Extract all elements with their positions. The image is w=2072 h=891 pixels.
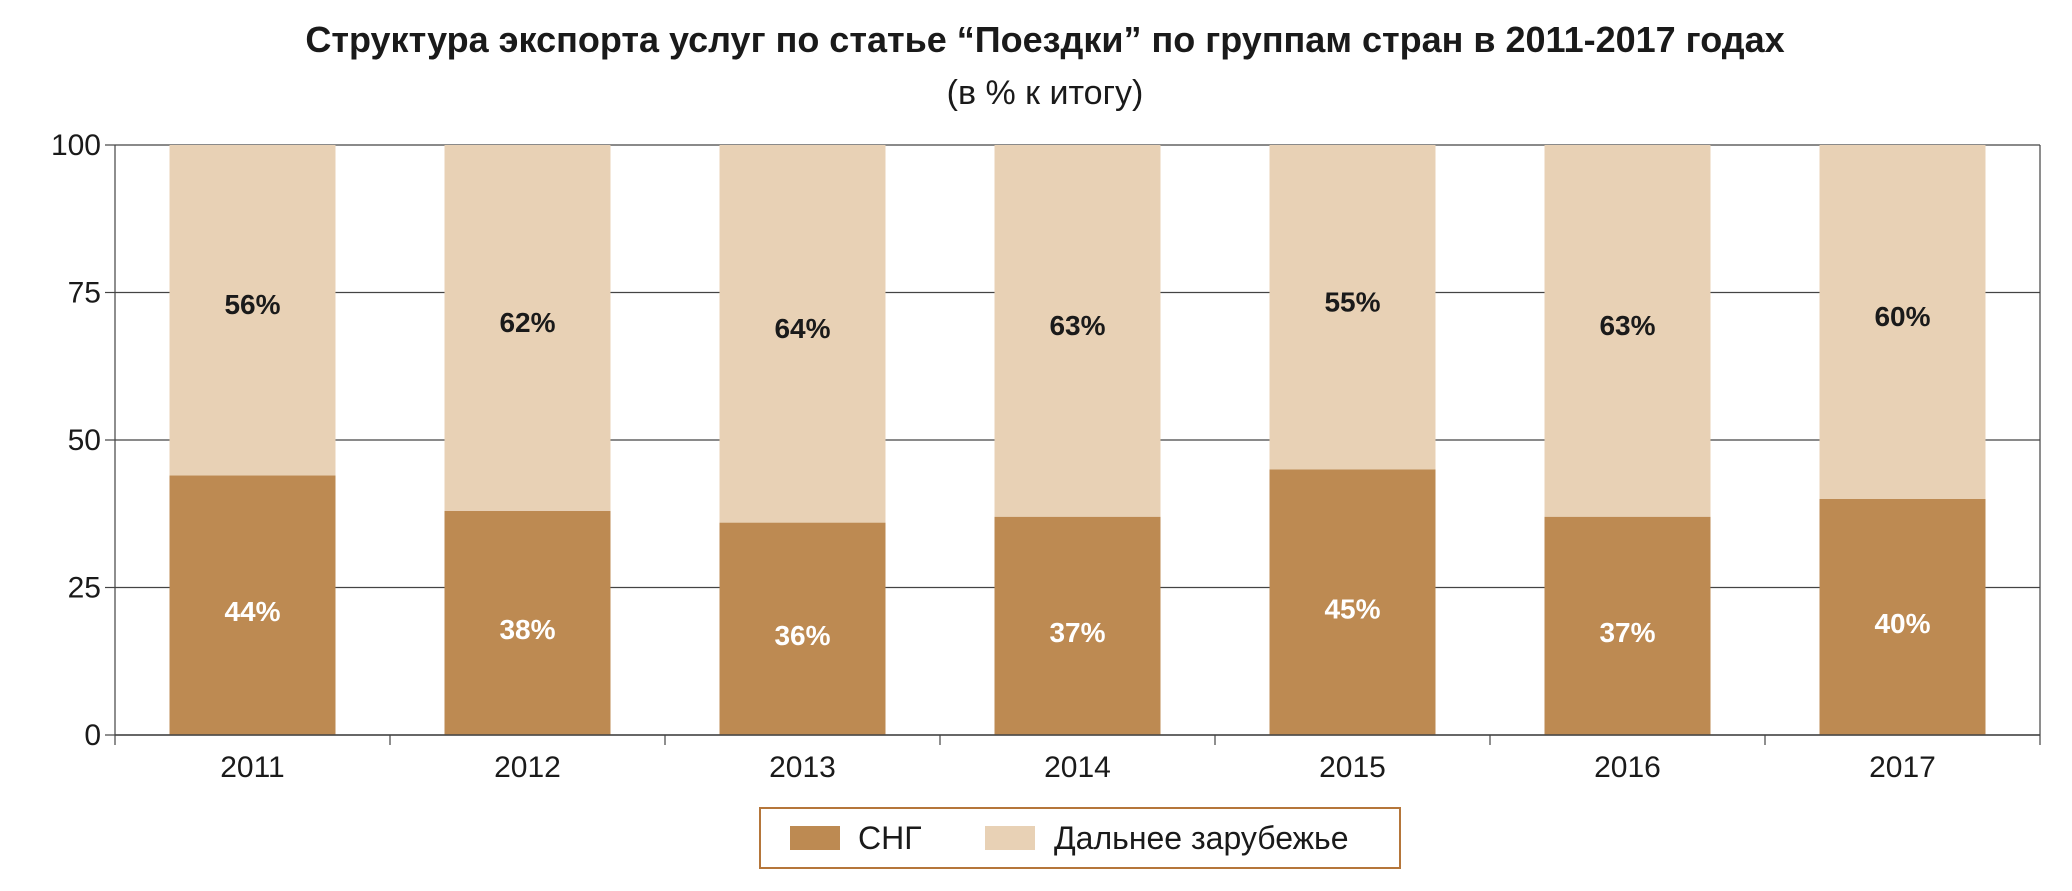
- bar-segment: [169, 145, 336, 476]
- bar-segment: [1819, 145, 1986, 499]
- bars: 44% 56% 38% 62% 36% 64% 37% 63% 45% 55% 37% 63% 40% 6…: [169, 145, 1986, 735]
- bar-segment: [719, 522, 886, 735]
- bar-segment: [1544, 145, 1711, 517]
- data-label: 36%: [774, 620, 830, 651]
- data-label: 60%: [1874, 301, 1930, 332]
- bar-segment: [444, 510, 611, 735]
- legend-label: Дальнее зарубежье: [1054, 820, 1349, 856]
- legend-swatch: [985, 826, 1035, 850]
- x-tick-label: 2013: [769, 751, 836, 784]
- data-label: 55%: [1324, 286, 1380, 317]
- bar-segment: [1269, 469, 1436, 735]
- x-tick-label: 2016: [1594, 751, 1661, 784]
- y-tick-label: 0: [84, 719, 101, 752]
- x-tick-label: 2015: [1319, 751, 1386, 784]
- y-tick-label: 75: [68, 277, 101, 310]
- data-label: 38%: [499, 614, 555, 645]
- y-tick-label: 25: [68, 572, 101, 605]
- y-tick-label: 100: [51, 129, 101, 162]
- data-label: 64%: [774, 313, 830, 344]
- data-label: 44%: [224, 596, 280, 627]
- y-tick-label: 50: [68, 424, 101, 457]
- x-tick-label: 2012: [494, 751, 561, 784]
- chart-title: Структура экспорта услуг по статье “Поез…: [305, 19, 1784, 60]
- data-label: 45%: [1324, 593, 1380, 624]
- x-axis: 2011 2012 2013 2014 2015 2016 2017: [114, 734, 2041, 784]
- data-label: 62%: [499, 307, 555, 338]
- bar-segment: [1819, 499, 1986, 735]
- x-tick-label: 2017: [1869, 751, 1936, 784]
- data-label: 63%: [1049, 310, 1105, 341]
- data-label: 63%: [1599, 310, 1655, 341]
- bar-segment: [719, 145, 886, 523]
- legend-label: СНГ: [858, 820, 922, 856]
- chart-subtitle: (в % к итогу): [947, 74, 1144, 112]
- bar-segment: [994, 516, 1161, 735]
- data-label: 37%: [1049, 617, 1105, 648]
- data-label: 56%: [224, 289, 280, 320]
- y-axis: 0 25 50 75 100: [51, 129, 2041, 752]
- legend: СНГ Дальнее зарубежье: [759, 807, 1401, 869]
- bar-segment: [994, 145, 1161, 517]
- x-tick-label: 2011: [220, 751, 285, 784]
- bar-segment: [1544, 516, 1711, 735]
- legend-swatch: [790, 826, 840, 850]
- x-tick-label: 2014: [1044, 751, 1111, 784]
- bar-segment: [444, 145, 611, 511]
- bar-segment: [169, 475, 336, 735]
- bar-segment: [1269, 145, 1436, 470]
- data-label: 40%: [1874, 608, 1930, 639]
- data-label: 37%: [1599, 617, 1655, 648]
- legend-box: [759, 807, 1401, 869]
